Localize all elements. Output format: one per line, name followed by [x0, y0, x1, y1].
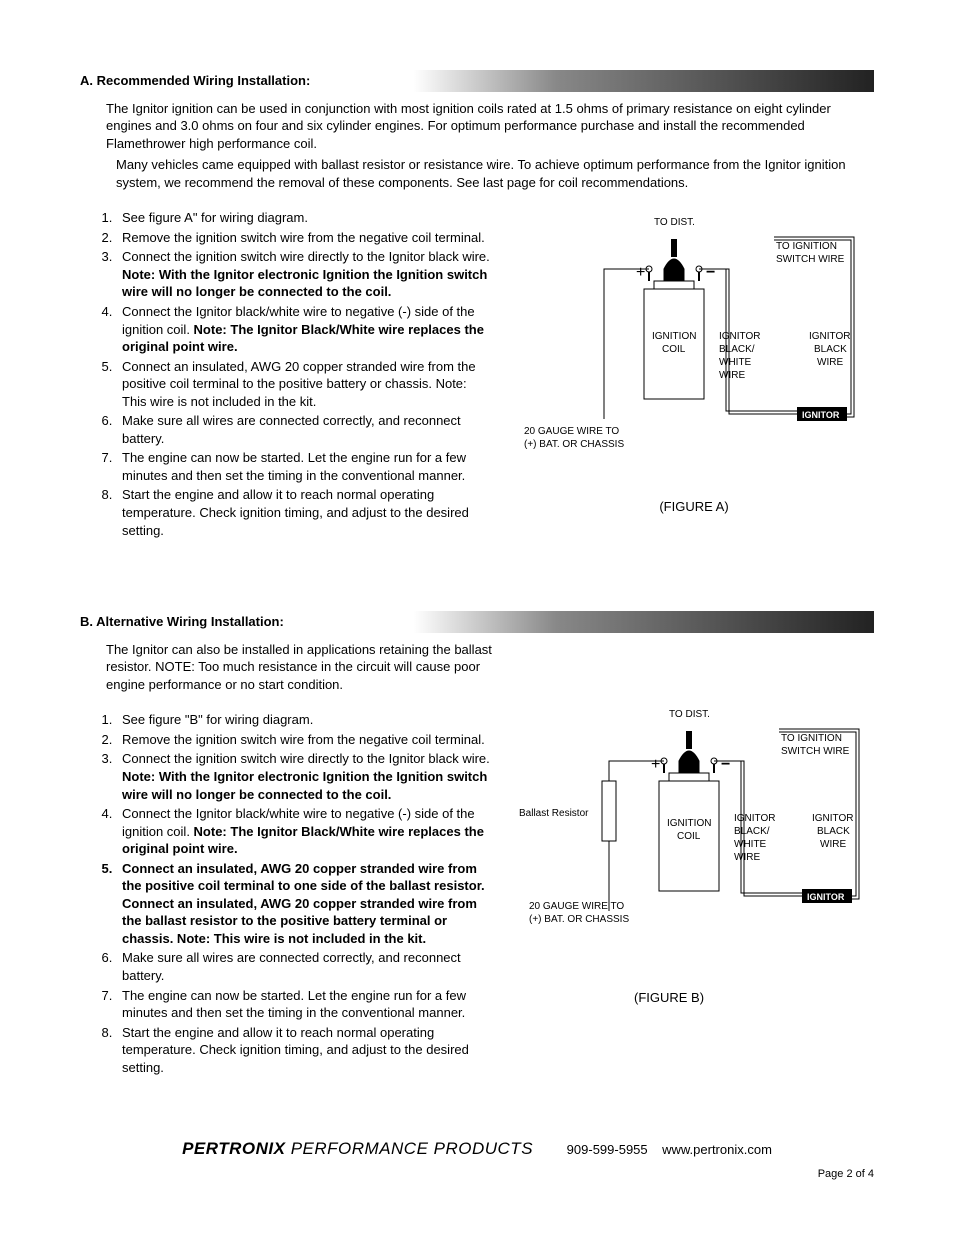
svg-text:+: + — [636, 264, 645, 281]
step-a-1: See figure A" for wiring diagram. — [116, 209, 494, 227]
step-b-2: Remove the ignition switch wire from the… — [116, 731, 494, 749]
step-a-3: Connect the ignition switch wire directl… — [116, 248, 494, 301]
intro-a-2: Many vehicles came equipped with ballast… — [106, 156, 874, 191]
step-a-2: Remove the ignition switch wire from the… — [116, 229, 494, 247]
svg-text:SWITCH WIRE: SWITCH WIRE — [781, 746, 850, 757]
svg-text:TO IGNITION: TO IGNITION — [781, 733, 842, 744]
section-a-heading: A. Recommended Wiring Installation: — [80, 70, 874, 92]
svg-text:WIRE: WIRE — [734, 852, 760, 863]
svg-text:COIL: COIL — [677, 831, 701, 842]
svg-text:IGNITOR: IGNITOR — [809, 331, 850, 342]
section-a-steps: See figure A" for wiring diagram. Remove… — [80, 209, 494, 539]
svg-text:WIRE: WIRE — [820, 839, 846, 850]
figure-b-diagram: + − TO DIST. Ballast Resistor 20 GAUGE W… — [514, 701, 874, 971]
footer-brand: PERTRONIX PERFORMANCE PRODUCTS — [182, 1139, 533, 1158]
step-b-1: See figure "B" for wiring diagram. — [116, 711, 494, 729]
svg-text:20 GAUGE WIRE TO: 20 GAUGE WIRE TO — [529, 901, 624, 912]
svg-text:WIRE: WIRE — [817, 357, 843, 368]
section-a-intro: The Ignitor ignition can be used in conj… — [80, 100, 874, 192]
svg-text:IGNITOR: IGNITOR — [802, 410, 840, 420]
section-b-intro: The Ignitor can also be installed in app… — [80, 641, 494, 694]
footer-url: www.pertronix.com — [662, 1142, 772, 1157]
step-b-5: Connect an insulated, AWG 20 copper stra… — [116, 860, 494, 948]
svg-text:−: − — [721, 756, 730, 773]
svg-text:IGNITOR: IGNITOR — [734, 813, 775, 824]
figure-a-caption: (FIGURE A) — [514, 498, 874, 516]
section-b-heading: B. Alternative Wiring Installation: — [80, 611, 874, 633]
svg-text:WHITE: WHITE — [719, 357, 752, 368]
section-b-steps: See figure "B" for wiring diagram. Remov… — [80, 711, 494, 1076]
svg-text:20 GAUGE WIRE TO: 20 GAUGE WIRE TO — [524, 426, 619, 437]
svg-text:IGNITOR: IGNITOR — [719, 331, 760, 342]
figure-a-diagram: + − TO DIST. 20 GAUGE WIRE TO (+) BAT. O… — [514, 209, 874, 479]
footer: PERTRONIX PERFORMANCE PRODUCTS 909-599-5… — [80, 1138, 874, 1161]
step-b-3-text: Connect the ignition switch wire directl… — [122, 751, 490, 766]
step-a-6: Make sure all wires are connected correc… — [116, 412, 494, 447]
svg-text:IGNITOR: IGNITOR — [807, 892, 845, 902]
step-a-8: Start the engine and allow it to reach n… — [116, 486, 494, 539]
footer-phone: 909-599-5955 — [567, 1142, 648, 1157]
svg-text:BLACK: BLACK — [814, 344, 847, 355]
step-a-5: Connect an insulated, AWG 20 copper stra… — [116, 358, 494, 411]
step-a-4: Connect the Ignitor black/white wire to … — [116, 303, 494, 356]
svg-text:Ballast Resistor: Ballast Resistor — [519, 808, 589, 819]
svg-text:SWITCH WIRE: SWITCH WIRE — [776, 254, 845, 265]
svg-text:COIL: COIL — [662, 344, 686, 355]
svg-text:IGNITION: IGNITION — [652, 331, 696, 342]
step-b-3: Connect the ignition switch wire directl… — [116, 750, 494, 803]
svg-text:TO DIST.: TO DIST. — [669, 709, 710, 720]
svg-text:WHITE: WHITE — [734, 839, 767, 850]
svg-text:IGNITION: IGNITION — [667, 818, 711, 829]
svg-text:BLACK/: BLACK/ — [734, 826, 770, 837]
svg-text:(+) BAT. OR CHASSIS: (+) BAT. OR CHASSIS — [529, 914, 629, 925]
step-b-8: Start the engine and allow it to reach n… — [116, 1024, 494, 1077]
figure-b-caption: (FIGURE B) — [514, 989, 874, 1007]
svg-text:+: + — [651, 756, 660, 773]
step-b-7: The engine can now be started. Let the e… — [116, 987, 494, 1022]
intro-a-1: The Ignitor ignition can be used in conj… — [106, 100, 874, 153]
svg-text:BLACK/: BLACK/ — [719, 344, 755, 355]
svg-text:TO IGNITION: TO IGNITION — [776, 241, 837, 252]
svg-text:IGNITOR: IGNITOR — [812, 813, 853, 824]
svg-text:WIRE: WIRE — [719, 370, 745, 381]
step-a-3-note: Note: With the Ignitor electronic Igniti… — [122, 267, 487, 300]
svg-text:TO DIST.: TO DIST. — [654, 217, 695, 228]
step-a-3-text: Connect the ignition switch wire directl… — [122, 249, 490, 264]
svg-text:(+) BAT. OR CHASSIS: (+) BAT. OR CHASSIS — [524, 439, 624, 450]
intro-b-1: The Ignitor can also be installed in app… — [106, 641, 494, 694]
step-b-3-note: Note: With the Ignitor electronic Igniti… — [122, 769, 487, 802]
step-b-4: Connect the Ignitor black/white wire to … — [116, 805, 494, 858]
step-a-7: The engine can now be started. Let the e… — [116, 449, 494, 484]
svg-text:−: − — [706, 264, 715, 281]
step-b-6: Make sure all wires are connected correc… — [116, 949, 494, 984]
svg-text:BLACK: BLACK — [817, 826, 850, 837]
page-number: Page 2 of 4 — [80, 1167, 874, 1182]
